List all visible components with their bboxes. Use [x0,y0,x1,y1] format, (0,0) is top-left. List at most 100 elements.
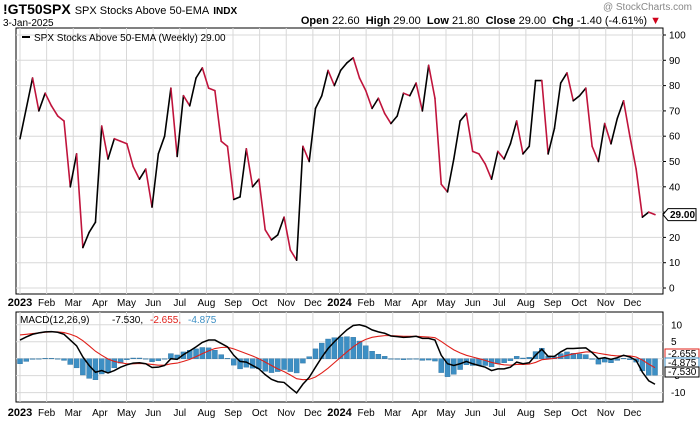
macd-x-axis-label: Nov [597,408,615,419]
price-line-segment [471,150,480,155]
macd-x-axis-label: Oct [252,408,268,419]
price-line-segment [509,120,518,145]
price-line-segment [377,97,386,115]
x-axis-label: Jul [173,298,186,309]
price-line-segment [522,145,531,155]
macd-legend-value: -2.655, [150,315,181,326]
price-line-segment [195,67,204,79]
chart-exchange: INDX [213,6,238,17]
macd-histogram-bar [363,345,369,359]
macd-end-label: -7.530 [668,367,697,378]
price-line-segment [333,69,342,87]
macd-histogram-bar [55,358,61,360]
price-line-segment [264,229,273,241]
price-line-segment [434,97,443,186]
macd-histogram-bar [381,356,388,359]
price-y-tick-label: 70 [669,106,681,117]
price-line-segment [276,216,285,236]
price-line-segment [515,120,524,155]
price-line-segment [56,115,65,122]
price-line-segment [610,117,619,145]
macd-histogram-bar [570,353,576,359]
macd-histogram-bar [627,358,633,360]
macd-histogram-bar [237,358,243,370]
chart-symbol: !GT50SPX SPX Stocks Above 50-EMA INDX [3,1,238,17]
macd-end-label: -2.655 [668,349,697,360]
macd-histogram-bar [23,358,30,362]
macd-x-axis-label: Nov [277,408,295,419]
macd-y-tick-label: 10 [671,320,683,331]
price-y-tick-label: 20 [669,233,681,244]
price-line-segment [572,94,581,102]
macd-histogram-bar [419,358,426,361]
x-axis-label: Oct [252,298,268,309]
price-line-segment [346,56,355,64]
x-axis-label: May [437,298,456,309]
price-y-tick-label: 40 [669,182,681,193]
price-line-segment [585,87,593,148]
price-line-segment [635,168,644,218]
price-line-segment [446,158,455,193]
macd-histogram-bar [130,357,136,359]
chart-date: 3-Jan-2025 [3,18,54,29]
macd-histogram-bar [375,354,382,359]
macd-histogram-bar [507,358,514,361]
macd-end-label: -4.875 [668,358,697,369]
macd-legend-value: -4.875 [188,315,217,326]
price-line-segment [390,115,399,125]
macd-histogram-bar [451,358,457,375]
x-axis-label: Aug [197,298,215,309]
x-axis-label: Jul [493,298,506,309]
price-line-segment [528,79,537,148]
price-line-segment [339,62,348,72]
x-axis-label: Apr [92,298,108,309]
open-value: 22.60 [332,15,360,27]
price-line-segment [239,148,248,198]
price-line-segment [553,82,562,130]
price-line-segment [119,140,128,145]
macd-x-axis-label: May [117,408,136,419]
price-line-segment [352,56,361,79]
price-line-segment [270,234,279,241]
price-line-segment [490,150,499,181]
price-line-segment [364,89,373,110]
last-value-tag [662,208,697,222]
macd-histogram-bar [645,358,652,376]
price-line-segment [201,67,210,89]
macd-histogram-bar [281,358,287,370]
macd-line [19,324,656,395]
stockcharts-watermark: @ StockCharts.com [602,2,692,13]
price-line-segment [415,82,424,112]
macd-histogram-bar [73,358,80,369]
macd-x-axis-label: Jun [145,408,161,419]
macd-x-axis-label: Jun [465,408,481,419]
price-line-segment [214,89,222,143]
price-line-segment [25,77,34,110]
macd-legend: MACD(12,26,9) -7.530, -2.655, -4.875 [20,315,217,326]
close-value: 29.00 [518,15,547,27]
macd-histogram-bar [601,358,608,363]
price-line-segment [465,112,474,153]
price-line-segment [591,145,600,163]
price-line-segment [170,87,178,158]
macd-histogram-bar [168,353,174,359]
price-y-tick-label: 90 [669,56,681,67]
price-line-segment [107,137,116,160]
price-line-segment [289,249,298,261]
macd-x-axis-label: Aug [197,408,215,419]
chg-value: -1.40 (-4.61%) [576,15,648,27]
x-axis-label: 2023 [8,297,32,309]
price-line-segment [383,112,392,125]
macd-histogram-bar [262,358,268,372]
x-axis-label: Nov [277,298,295,309]
price-line-segment [157,135,166,155]
macd-histogram-bar [388,358,394,360]
price-line-segment [503,142,512,160]
price-y-tick-label: 50 [669,157,681,168]
price-line-segment [484,163,493,181]
macd-histogram-bar [205,347,212,359]
price-line-segment [176,94,185,158]
price-legend: SPX Stocks Above 50-EMA (Weekly) 29.00 [22,33,226,44]
price-line-segment [258,178,266,231]
price-line-segment [82,231,90,249]
